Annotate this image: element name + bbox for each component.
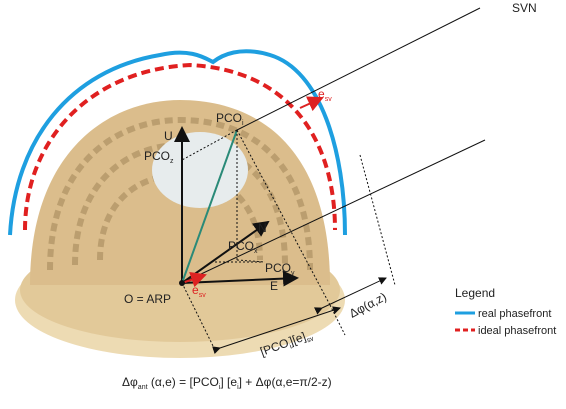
pco-x-label: PCOx — [228, 239, 258, 255]
text-part: Δφ(α,z) — [347, 289, 389, 320]
text-part: O = ARP — [124, 292, 171, 306]
u-label: U — [164, 129, 173, 143]
text-part: ] + Δφ(α,e=π/2-z) — [239, 375, 332, 389]
diagram: SVN esv PCOi U PCOz PCOx N PCOy E O = AR… — [0, 0, 566, 409]
text-part: E — [270, 279, 278, 293]
text-part: PCO — [228, 239, 254, 253]
svn-label: SVN — [512, 1, 537, 15]
text-part: y — [291, 270, 295, 277]
n-label: N — [258, 221, 267, 235]
text-part: sv — [306, 335, 315, 344]
text-part: (α,e) = [PCO — [148, 375, 219, 389]
legend: Legend real phasefront ideal phasefront — [455, 286, 556, 337]
dphi-label: Δφ(α,z) — [347, 289, 389, 320]
text-part: z — [170, 158, 174, 165]
pco-i-label: PCOi — [216, 111, 244, 127]
text-part: PCO — [216, 111, 242, 125]
text-part: PCO — [144, 149, 170, 163]
text-part: ] [e — [220, 375, 237, 389]
pco-z-label: PCOz — [144, 149, 174, 165]
esv-label: esv — [318, 87, 332, 103]
legend-item: ideal phasefront — [478, 325, 556, 337]
legend-item: real phasefront — [478, 308, 551, 320]
text-part: x — [254, 248, 258, 255]
text-part: PCO — [265, 261, 291, 275]
text-part: SVN — [512, 1, 537, 15]
pco-y-label: PCOy — [265, 261, 295, 277]
text-part: Δφ — [122, 375, 138, 389]
formula: Δφant (α,e) = [PCOi] [ei] + Δφ(α,e=π/2-z… — [122, 375, 332, 391]
origin-point — [179, 280, 185, 286]
origin-label: O = ARP — [124, 292, 171, 306]
legend-title: Legend — [455, 286, 495, 300]
text-part: sv — [325, 96, 333, 103]
e-label: E — [270, 279, 278, 293]
text-part: sv — [199, 292, 207, 299]
text-part: N — [258, 221, 267, 235]
text-part: ant — [138, 384, 148, 391]
text-part: U — [164, 129, 173, 143]
